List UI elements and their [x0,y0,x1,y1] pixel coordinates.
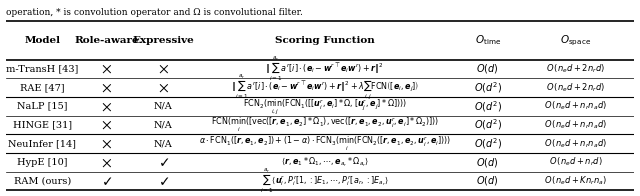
Text: $\alpha\cdot\mathrm{FCN}_1([\boldsymbol{r},\boldsymbol{e}_1,\boldsymbol{e}_2])+(: $\alpha\cdot\mathrm{FCN}_1([\boldsymbol{… [198,134,451,153]
Text: $O\,(n_e d+n_r n_a d)$: $O\,(n_e d+n_r n_a d)$ [544,137,607,150]
Text: $O(d^2)$: $O(d^2)$ [474,80,502,95]
Text: $\mathrm{FCN}_2(\underset{i,j}{\min}(\mathrm{FCN}_1([[\boldsymbol{u}_i^r,\boldsy: $\mathrm{FCN}_2(\underset{i,j}{\min}(\ma… [243,97,406,116]
Text: HypE [10]: HypE [10] [17,158,68,167]
Text: N/A: N/A [154,102,173,111]
Text: $O(d^2)$: $O(d^2)$ [474,99,502,114]
Text: Role-aware: Role-aware [74,36,139,45]
Text: $O(d^2)$: $O(d^2)$ [474,136,502,151]
Text: $O(d)$: $O(d)$ [477,156,499,169]
Text: operation, * is convolution operator and Ω is convolutional filter.: operation, * is convolution operator and… [6,8,303,17]
Text: $O\,(n_e d+Kn_r n_a)$: $O\,(n_e d+Kn_r n_a)$ [544,175,607,187]
Text: $\mathcal{\times}$: $\mathcal{\times}$ [101,99,112,113]
Text: $\|\sum_{i=1}^{a_r} a^r[i]\cdot(\boldsymbol{e}_i - \boldsymbol{w}^{r\top}\boldsy: $\|\sum_{i=1}^{a_r} a^r[i]\cdot(\boldsym… [230,73,419,102]
Text: NaLP [15]: NaLP [15] [17,102,68,111]
Text: NeuInfer [14]: NeuInfer [14] [8,139,76,148]
Text: $O(d)$: $O(d)$ [477,62,499,75]
Text: m-TransH [43]: m-TransH [43] [6,64,79,74]
Text: $O_{\mathrm{time}}$: $O_{\mathrm{time}}$ [475,34,501,47]
Text: $\mathcal{\times}$: $\mathcal{\times}$ [101,62,112,76]
Text: $\mathrm{FCN}(\underset{i}{\min}([\mathrm{vec}([\boldsymbol{r},\boldsymbol{e}_1,: $\mathrm{FCN}(\underset{i}{\min}([\mathr… [211,116,439,134]
Text: Model: Model [24,36,60,45]
Text: $\sum_{i=1}^{a_r}\langle \boldsymbol{u}_i^r, P_i^r[1,:]E_1,\cdots,P_i^r[a_r,:]E_: $\sum_{i=1}^{a_r}\langle \boldsymbol{u}_… [260,167,389,195]
Text: $\checkmark$: $\checkmark$ [101,174,113,188]
Text: $\langle \boldsymbol{r},\boldsymbol{e}_1*\Omega_1,\cdots,\boldsymbol{e}_{a_r}*\O: $\langle \boldsymbol{r},\boldsymbol{e}_1… [281,155,369,169]
Text: $O_{\mathrm{space}}$: $O_{\mathrm{space}}$ [560,33,591,48]
Text: HINGE [31]: HINGE [31] [13,120,72,129]
Text: $\checkmark$: $\checkmark$ [157,174,169,188]
Text: $O\,(n_e d+n_r n_a d)$: $O\,(n_e d+n_r n_a d)$ [544,100,607,113]
Text: $\mathcal{\times}$: $\mathcal{\times}$ [101,155,112,169]
Text: $\|\sum_{i=1}^{a_r} a^r[i]\cdot(\boldsymbol{e}_i - \boldsymbol{w}^{r\top}\boldsy: $\|\sum_{i=1}^{a_r} a^r[i]\cdot(\boldsym… [266,55,384,83]
Text: $O\,(n_e d+n_r d)$: $O\,(n_e d+n_r d)$ [548,156,602,168]
Text: $\mathcal{\times}$: $\mathcal{\times}$ [101,118,112,132]
Text: Scoring Function: Scoring Function [275,36,374,45]
Text: RAM (ours): RAM (ours) [14,176,71,185]
Text: RAE [47]: RAE [47] [20,83,65,92]
Text: $\mathcal{\times}$: $\mathcal{\times}$ [157,81,169,95]
Text: $\mathcal{\times}$: $\mathcal{\times}$ [157,62,169,76]
Text: $\mathcal{\times}$: $\mathcal{\times}$ [101,81,112,95]
Text: $\checkmark$: $\checkmark$ [157,155,169,169]
Text: N/A: N/A [154,139,173,148]
Text: $\mathcal{\times}$: $\mathcal{\times}$ [101,137,112,151]
Text: Expressive: Expressive [132,36,194,45]
Text: $O\,(n_e d+n_r n_a d)$: $O\,(n_e d+n_r n_a d)$ [544,119,607,131]
Text: $O(d)$: $O(d)$ [477,174,499,187]
Text: $O\,(n_e d+2n_r d)$: $O\,(n_e d+2n_r d)$ [546,63,605,75]
Text: $O\,(n_e d+2n_r d)$: $O\,(n_e d+2n_r d)$ [546,81,605,94]
Text: N/A: N/A [154,120,173,129]
Text: $O(d^2)$: $O(d^2)$ [474,117,502,132]
